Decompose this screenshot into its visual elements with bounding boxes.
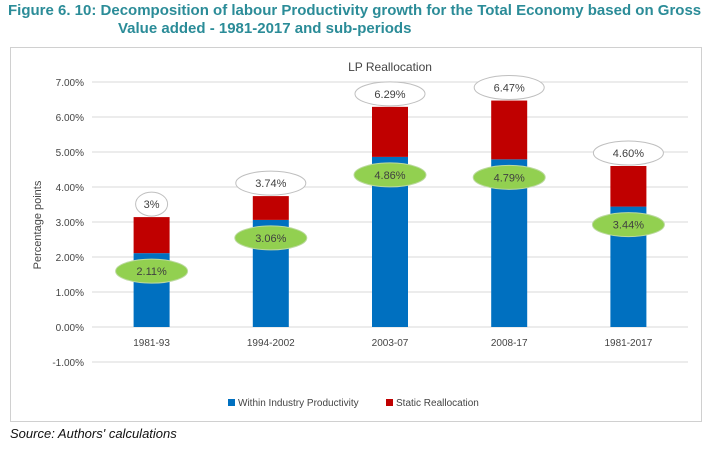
source-note: Source: Authors' calculations — [10, 426, 177, 441]
total-label-bubble — [473, 75, 545, 101]
total-label-bubble — [354, 81, 426, 107]
y-tick-label: 3.00% — [56, 218, 84, 229]
y-axis-label: Percentage points — [32, 180, 44, 269]
total-label-bubble — [592, 140, 664, 166]
y-tick-label: 2.00% — [56, 253, 84, 264]
legend-label: Within Industry Productivity — [238, 398, 359, 409]
legend-label: Static Reallocation — [396, 398, 479, 409]
within-label-bubble — [591, 212, 665, 238]
bar-static-reallocation — [372, 106, 408, 157]
y-tick-label: 1.00% — [56, 288, 84, 299]
within-data-label: 3.06% — [255, 233, 286, 245]
title-line-1: Figure 6. 10: Decomposition of labour Pr… — [8, 2, 702, 19]
bar-static-reallocation — [133, 217, 170, 254]
total-label-bubble — [235, 170, 307, 196]
x-tick-label: 1981-93 — [133, 338, 170, 349]
total-data-label: 4.60% — [613, 148, 644, 160]
x-tick-label: 1981-2017 — [604, 338, 652, 349]
legend-swatch — [386, 399, 393, 406]
total-data-label: 3% — [144, 199, 160, 211]
within-label-bubble — [115, 258, 189, 284]
chart-title: LP Reallocation — [348, 60, 432, 74]
x-tick-label: 2003-07 — [372, 338, 409, 349]
within-data-label: 3.44% — [613, 220, 644, 232]
bar-static-reallocation — [610, 166, 647, 207]
bar-static-reallocation — [491, 100, 528, 160]
chart-frame — [10, 47, 702, 422]
y-tick-label: 0.00% — [56, 323, 84, 334]
legend-swatch — [228, 399, 235, 406]
title-line-2: Value added - 1981-2017 and sub-periods — [118, 20, 412, 37]
within-label-bubble — [234, 225, 308, 251]
within-label-bubble — [353, 162, 427, 188]
x-tick-label: 2008-17 — [491, 338, 528, 349]
y-tick-label: -1.00% — [52, 358, 84, 369]
y-tick-label: 4.00% — [56, 183, 84, 194]
total-data-label: 6.29% — [374, 89, 405, 101]
total-label-bubble — [135, 191, 169, 217]
total-data-label: 6.47% — [494, 83, 525, 95]
y-tick-label: 7.00% — [56, 78, 84, 89]
within-label-bubble — [472, 164, 546, 190]
within-data-label: 4.86% — [374, 170, 405, 182]
y-tick-label: 5.00% — [56, 148, 84, 159]
within-data-label: 2.11% — [136, 266, 167, 278]
within-data-label: 4.79% — [494, 172, 525, 184]
figure-title: Figure 6. 10: Decomposition of labour Pr… — [8, 2, 708, 38]
x-tick-label: 1994-2002 — [247, 338, 295, 349]
total-data-label: 3.74% — [255, 178, 286, 190]
y-tick-label: 6.00% — [56, 113, 84, 124]
bar-static-reallocation — [252, 196, 289, 220]
